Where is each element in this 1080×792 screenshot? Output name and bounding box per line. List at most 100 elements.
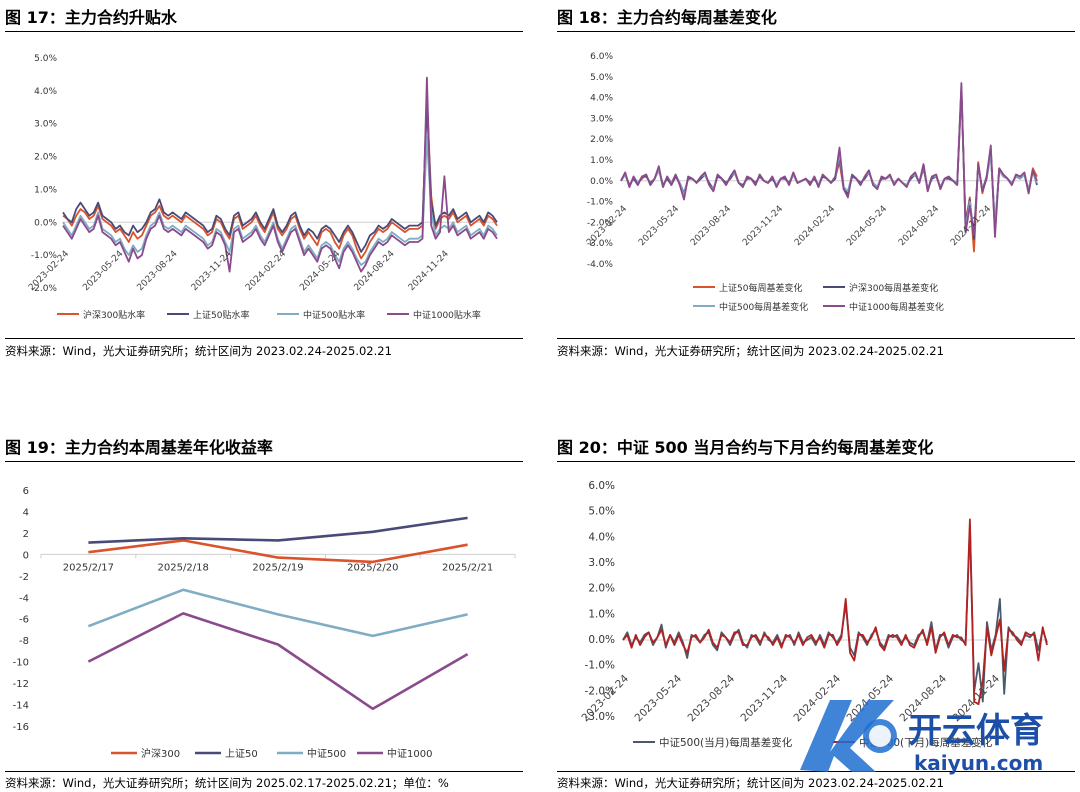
- y-tick-label: -4.0%: [587, 260, 614, 270]
- watermark-domain: kaiyun.com: [914, 751, 1043, 775]
- title-rule: [5, 461, 523, 462]
- y-tick-label: 3.0%: [34, 120, 57, 130]
- y-tick-label: 3.0%: [588, 557, 615, 569]
- y-tick-label: -3.0%: [587, 239, 614, 249]
- y-tick-label: 3.0%: [590, 114, 613, 124]
- y-tick-label: 4.0%: [590, 94, 613, 104]
- watermark-logo: 开云体育 kaiyun.com: [790, 690, 1070, 780]
- source-rule: [557, 771, 1075, 772]
- panel-title: 图 17：主力合约升贴水: [5, 8, 177, 27]
- y-tick-label: 1.0%: [34, 185, 57, 195]
- series-line: [620, 82, 1038, 238]
- legend-label: 上证50贴水率: [193, 309, 249, 321]
- series-line: [62, 76, 498, 273]
- panel-fig17: 图 17：主力合约升贴水 -2.0% -1.0% 0.0% 1.0% 2.0% 3.0% 4…: [5, 4, 523, 364]
- y-tick-label: -16: [13, 722, 29, 733]
- y-tick-label: -1.0%: [585, 660, 615, 672]
- y-tick-label: 6.0%: [590, 52, 613, 62]
- title-rule: [557, 461, 1075, 462]
- x-tick-label: 2023-11-24: [190, 249, 234, 293]
- y-tick-label: 5.0%: [588, 506, 615, 518]
- x-tick-label: 2023-05-24: [632, 672, 684, 724]
- legend-label: 上证50每周基差变化: [719, 282, 802, 294]
- legend-label: 中证500: [307, 747, 346, 760]
- y-tick-label: 4.0%: [34, 87, 57, 97]
- series-line: [87, 612, 469, 711]
- y-tick-label: 0.0%: [34, 218, 57, 228]
- chart-fig17: -2.0% -1.0% 0.0% 1.0% 2.0% 3.0% 4.0% 5.0% 2023-0…: [27, 54, 498, 321]
- panel-fig18: 图 18：主力合约每周基差变化 -4.0% -3.0% -2.0% -1.0% 0.0%…: [557, 4, 1075, 364]
- x-tick-label: 2024-02-24: [244, 249, 288, 293]
- legend-label: 中证1000: [387, 747, 432, 760]
- y-tick-label: 2.0%: [34, 153, 57, 163]
- source-rule: [557, 338, 1075, 339]
- y-tick-label: -2.0%: [585, 685, 615, 697]
- y-tick-label: 1.0%: [588, 608, 615, 620]
- y-tick-label: -3.0%: [585, 711, 615, 723]
- source-note: 资料来源：Wind，光大证券研究所；统计区间为 2025.02.17-2025.…: [5, 776, 449, 790]
- y-tick-label: 6.0%: [588, 480, 615, 492]
- source-note: 资料来源：Wind，光大证券研究所；统计区间为 2023.02.24-2025.…: [557, 344, 944, 358]
- legend-label: 中证1000贴水率: [413, 309, 481, 321]
- x-tick-label: 2024-08-24: [897, 204, 941, 248]
- legend-label: 中证500(当月)每周基差变化: [659, 736, 793, 749]
- source-rule: [5, 338, 523, 339]
- y-tick-label: 0.0%: [588, 634, 615, 646]
- x-tick-label: 2025/2/19: [252, 562, 303, 573]
- y-tick-label: 4: [23, 507, 29, 518]
- y-tick-label: 6: [23, 486, 29, 497]
- y-tick-label: 2.0%: [590, 135, 613, 145]
- x-tick-label: 2024-11-24: [407, 249, 451, 293]
- y-tick-label: -12: [13, 679, 29, 690]
- y-tick-label: -2: [19, 572, 29, 583]
- y-tick-label: 5.0%: [590, 73, 613, 83]
- source-rule: [5, 771, 523, 772]
- y-tick-label: 2: [23, 529, 29, 540]
- x-tick-label: 2023-08-24: [685, 672, 737, 724]
- y-tick-label: -14: [13, 701, 29, 712]
- y-tick-label: -1.0%: [587, 198, 614, 208]
- x-tick-label: 2024-05-24: [298, 249, 342, 293]
- panel-title: 图 20：中证 500 当月合约与下月合约每周基差变化: [557, 438, 934, 457]
- x-tick-label: 2024-05-24: [845, 204, 889, 248]
- x-tick-label: 2025/2/21: [442, 562, 493, 573]
- y-tick-label: 0: [23, 550, 29, 561]
- y-tick-label: -8: [19, 636, 29, 647]
- y-tick-label: 1.0%: [590, 156, 613, 166]
- y-tick-label: 4.0%: [588, 531, 615, 543]
- y-tick-label: -4: [19, 593, 29, 604]
- y-tick-label: -6: [19, 615, 29, 626]
- y-tick-label: -1.0%: [31, 251, 58, 261]
- y-tick-label: -2.0%: [31, 284, 58, 294]
- series-line: [88, 516, 468, 544]
- x-tick-label: 2023-05-24: [81, 249, 125, 293]
- series-line: [622, 518, 1048, 706]
- y-tick-label: 0.0%: [590, 177, 613, 187]
- chart-fig19: -16 -14 -12 -10 -8 -6 -4 -2 0 2 4 6 2025/2/17 2025/2/…: [13, 486, 516, 760]
- y-tick-label: -2.0%: [587, 218, 614, 228]
- series-line: [88, 539, 468, 564]
- y-tick-label: -10: [13, 658, 29, 669]
- panel-title: 图 19：主力合约本周基差年化收益率: [5, 438, 273, 457]
- legend-label: 中证500贴水率: [303, 309, 365, 321]
- title-rule: [5, 31, 523, 32]
- source-note: 资料来源：Wind，光大证券研究所；统计区间为 2023.02.24-2025.…: [557, 776, 944, 790]
- x-tick-label: 2024-02-24: [793, 204, 837, 248]
- series-line: [87, 588, 468, 638]
- watermark-brand: 开云体育: [908, 711, 1044, 751]
- x-tick-label: 2023-08-24: [689, 204, 733, 248]
- source-note: 资料来源：Wind，光大证券研究所；统计区间为 2023.02.24-2025.…: [5, 344, 392, 358]
- title-rule: [557, 31, 1075, 32]
- legend-label: 上证50: [225, 748, 258, 760]
- x-tick-label: 2025/2/18: [158, 562, 209, 573]
- kaiyun-logo-icon: 开云体育 kaiyun.com: [800, 700, 1044, 775]
- panel-fig19: 图 19：主力合约本周基差年化收益率 -16 -14 -12 -10 -8 -6 -4 -2 0…: [5, 434, 523, 792]
- x-tick-label: 2023-05-24: [637, 204, 681, 248]
- legend-label: 沪深300贴水率: [83, 309, 145, 321]
- x-tick-label: 2023-11-24: [741, 204, 785, 248]
- legend-label: 中证500每周基差变化: [719, 301, 808, 313]
- y-tick-label: 5.0%: [34, 54, 57, 64]
- legend-label: 沪深300: [141, 747, 180, 760]
- legend-label: 沪深300每周基差变化: [849, 282, 938, 294]
- panel-title: 图 18：主力合约每周基差变化: [557, 8, 777, 27]
